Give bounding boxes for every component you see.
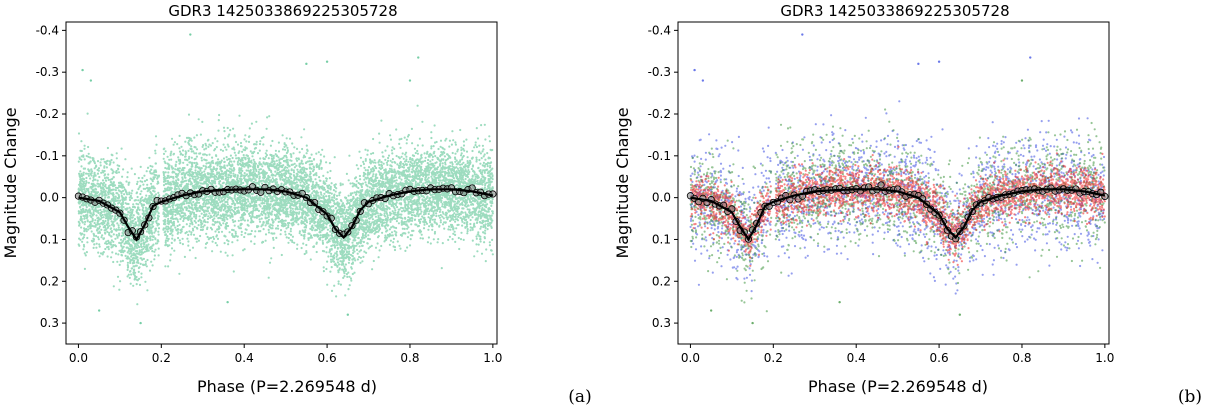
outlier-point bbox=[701, 79, 705, 82]
outlier-point bbox=[89, 79, 93, 82]
outlier-point bbox=[801, 33, 804, 36]
scatter-layer bbox=[689, 33, 1107, 325]
outlier-point bbox=[189, 33, 192, 36]
x-tick-label: 0.8 bbox=[400, 351, 419, 365]
x-tick-label: 0.8 bbox=[1012, 351, 1031, 365]
panel-b: GDR3 1425033869225305728 0.0 0.2 0.4 0.6 0.8… bbox=[613, 2, 1202, 407]
x-tick-label: 0.0 bbox=[69, 351, 88, 365]
outlier-point bbox=[1029, 56, 1032, 59]
y-tick-label: -0.1 bbox=[36, 149, 59, 163]
outlier-point bbox=[81, 68, 84, 72]
y-axis-ticks: -0.4 -0.3 -0.2 -0.1 0.0 0.1 0.2 0.3 bbox=[648, 23, 678, 330]
y-tick-label: -0.3 bbox=[648, 65, 671, 79]
y-tick-label: -0.3 bbox=[36, 65, 59, 79]
panel-a: GDR3 1425033869225305728 0.0 0.2 0.4 0.6 0.8… bbox=[1, 2, 592, 407]
y-tick-label: 0.0 bbox=[652, 191, 671, 205]
x-axis-ticks: 0.0 0.2 0.4 0.6 0.8 1.0 bbox=[69, 344, 502, 365]
scatter-layer bbox=[77, 33, 494, 325]
outlier-point bbox=[917, 62, 920, 66]
scatter-points bbox=[77, 104, 494, 306]
scatter-series-red-band bbox=[689, 145, 1107, 267]
x-axis-label: Phase (P=2.269548 d) bbox=[197, 377, 377, 396]
panel-label: (a) bbox=[568, 387, 591, 407]
scatter-points bbox=[689, 145, 1107, 267]
y-tick-label: 0.2 bbox=[40, 274, 59, 288]
panel-label: (b) bbox=[1178, 387, 1202, 407]
outlier-point bbox=[346, 313, 350, 316]
scatter-series-photometry bbox=[77, 33, 494, 325]
x-tick-label: 0.6 bbox=[318, 351, 337, 365]
x-tick-label: 1.0 bbox=[483, 351, 502, 365]
outlier-point bbox=[139, 321, 142, 325]
outlier-point bbox=[417, 56, 420, 59]
chart-title: GDR3 1425033869225305728 bbox=[780, 2, 1009, 20]
outlier-point bbox=[693, 68, 696, 72]
y-axis-label: Magnitude Change bbox=[1, 107, 20, 258]
x-axis-label: Phase (P=2.269548 d) bbox=[808, 377, 988, 396]
outlier-point bbox=[226, 300, 229, 304]
model-layer bbox=[690, 188, 1106, 242]
outlier-point bbox=[1020, 79, 1024, 82]
outlier-point bbox=[325, 60, 329, 63]
y-tick-label: -0.1 bbox=[648, 149, 671, 163]
x-tick-label: 0.0 bbox=[681, 351, 700, 365]
model-curve bbox=[690, 188, 1106, 242]
outlier-point bbox=[838, 300, 841, 304]
outlier-point bbox=[937, 60, 941, 63]
x-tick-label: 0.4 bbox=[235, 351, 254, 365]
y-tick-label: -0.4 bbox=[648, 23, 671, 37]
model-layer bbox=[78, 188, 494, 242]
y-tick-label: -0.2 bbox=[648, 107, 671, 121]
x-tick-label: 0.2 bbox=[152, 351, 171, 365]
outlier-point bbox=[751, 321, 754, 325]
binned-point bbox=[877, 181, 885, 189]
outlier-point bbox=[958, 313, 962, 316]
outlier-point bbox=[97, 309, 101, 312]
model-curve bbox=[78, 188, 494, 242]
x-tick-label: 0.2 bbox=[764, 351, 783, 365]
outlier-point bbox=[709, 309, 713, 312]
y-tick-label: 0.0 bbox=[40, 191, 59, 205]
x-axis-ticks: 0.0 0.2 0.4 0.6 0.8 1.0 bbox=[681, 344, 1114, 365]
y-tick-label: -0.2 bbox=[36, 107, 59, 121]
y-tick-label: 0.1 bbox=[652, 232, 671, 246]
y-tick-label: 0.3 bbox=[652, 316, 671, 330]
plot-frame bbox=[65, 21, 498, 345]
x-tick-label: 0.4 bbox=[847, 351, 866, 365]
y-tick-label: -0.4 bbox=[36, 23, 59, 37]
y-tick-label: 0.1 bbox=[40, 232, 59, 246]
outlier-point bbox=[408, 79, 412, 82]
x-tick-label: 0.6 bbox=[930, 351, 949, 365]
y-axis-label: Magnitude Change bbox=[613, 107, 632, 258]
y-axis-ticks: -0.4 -0.3 -0.2 -0.1 0.0 0.1 0.2 0.3 bbox=[36, 23, 66, 330]
plot-frame bbox=[677, 21, 1110, 345]
outlier-point bbox=[305, 62, 308, 66]
x-tick-label: 1.0 bbox=[1095, 351, 1114, 365]
y-tick-label: 0.3 bbox=[40, 316, 59, 330]
chart-title: GDR3 1425033869225305728 bbox=[168, 2, 397, 20]
y-tick-label: 0.2 bbox=[652, 274, 671, 288]
